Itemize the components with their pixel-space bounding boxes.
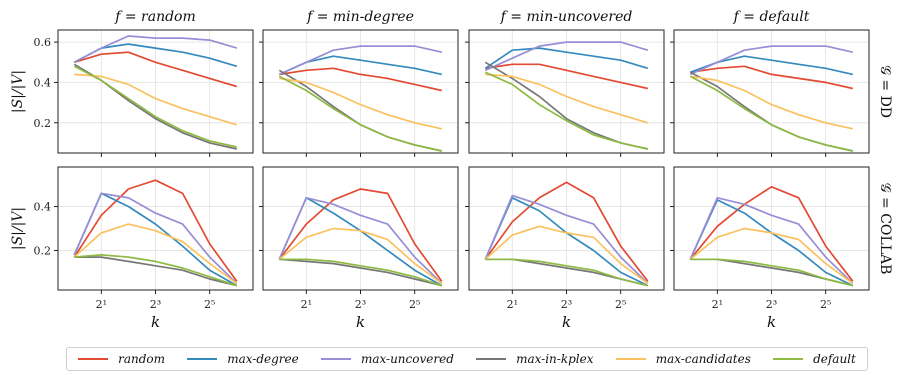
series-line-max-candidates (278, 227, 443, 285)
series-line-random (279, 67, 442, 92)
legend-swatch (476, 358, 507, 360)
legend-label: max-candidates (655, 352, 751, 366)
series-line-max-candidates (74, 73, 238, 126)
series-line-default (689, 75, 853, 152)
row-label: 𝒢 = DD (877, 65, 893, 118)
x-tick-label: 2¹ (301, 298, 312, 311)
column-title: f = default (733, 9, 810, 25)
series-line-random (278, 188, 443, 282)
y-tick-label: 0.4 (34, 201, 52, 214)
panel-0-1: f = min-degree (259, 9, 459, 157)
x-tick-label: 2⁵ (820, 298, 831, 311)
row-label: 𝒢 = COLLAB (877, 183, 893, 275)
legend-swatch (320, 358, 351, 360)
x-axis-label: k (562, 313, 571, 331)
panel-1-3: 2¹ 2³ 2⁵ k (670, 166, 870, 331)
series-line-max-uncovered (689, 196, 854, 285)
legend-item-max-degree: max-degree (187, 352, 299, 366)
series-line-default (279, 258, 443, 287)
series-line-random (689, 185, 854, 282)
x-tick-label: 2¹ (507, 298, 518, 311)
series-line-default (73, 65, 237, 148)
x-axis-label: k (356, 313, 365, 331)
series-line-max-uncovered (484, 41, 649, 72)
series-line-max-uncovered (278, 45, 442, 76)
legend-label: max-in-kplex (516, 352, 594, 366)
series-line-default (485, 258, 649, 287)
panel-0-0: 0.2 0.4 0.6 f = random (34, 9, 254, 157)
x-tick-label: 2³ (561, 298, 572, 311)
column-title: f = random (114, 9, 196, 25)
legend-label: max-uncovered (360, 352, 454, 366)
legend-swatch (78, 358, 109, 360)
y-tick-label: 0.4 (34, 76, 52, 89)
series-line-max-uncovered (484, 194, 649, 285)
series-line-max-candidates (279, 77, 442, 130)
legend-label: default (813, 352, 856, 366)
series-line-random (74, 51, 238, 88)
legend-item-max-candidates: max-candidates (615, 352, 751, 366)
y-tick-label: 0.2 (34, 244, 52, 257)
series-line-max-uncovered (689, 45, 853, 76)
series-line-max-candidates (689, 227, 854, 285)
series-line-max-uncovered (73, 35, 238, 64)
x-tick-label: 2⁵ (615, 298, 626, 311)
series-line-max-uncovered (278, 196, 443, 285)
series-line-random (690, 65, 853, 90)
legend-label: max-degree (227, 352, 299, 366)
series-line-max-candidates (73, 223, 238, 285)
series-line-random (73, 179, 238, 282)
series-line-max-degree (484, 47, 649, 70)
panel-1-2: 2¹ 2³ 2⁵ k (465, 166, 665, 331)
series-line-max-candidates (484, 225, 649, 285)
series-line-max-uncovered (73, 192, 238, 285)
x-tick-label: 2¹ (96, 298, 107, 311)
x-tick-label: 2⁵ (409, 298, 420, 311)
legend-swatch (615, 358, 646, 360)
x-tick-label: 2³ (766, 298, 777, 311)
y-axis-label: |S|/|V| (10, 70, 26, 113)
legend: random max-degree max-uncovered max-in-kple… (66, 347, 868, 371)
x-tick-label: 2³ (355, 298, 366, 311)
series-line-max-candidates (485, 73, 649, 124)
column-title: f = min-uncovered (500, 9, 633, 25)
panel-0-3: f = default (670, 9, 870, 157)
series-line-random (485, 63, 648, 90)
column-title: f = min-degree (306, 9, 414, 25)
series-line-max-in-kplex (74, 256, 238, 287)
legend-item-default: default (773, 352, 856, 366)
y-tick-label: 0.2 (34, 117, 52, 130)
legend-item-random: random (78, 352, 165, 366)
series-line-default (690, 258, 854, 287)
y-tick-label: 0.6 (34, 36, 52, 49)
series-line-default (484, 71, 648, 150)
legend-swatch (773, 358, 804, 360)
panel-1-0: 0.2 0.4 2¹ 2³ 2⁵ k (34, 166, 254, 331)
panel-1-1: 2¹ 2³ 2⁵ k (259, 166, 459, 331)
series-line-max-in-kplex (279, 258, 443, 287)
legend-swatch (187, 358, 218, 360)
series-line-max-candidates (690, 75, 853, 130)
series-line-random (484, 181, 649, 282)
panel-0-2: f = min-uncovered (465, 9, 665, 157)
legend-item-max-uncovered: max-uncovered (320, 352, 454, 366)
x-axis-label: k (767, 313, 776, 331)
x-tick-label: 2⁵ (204, 298, 215, 311)
series-line-default (74, 254, 238, 287)
series-line-default (278, 75, 442, 152)
x-tick-label: 2³ (150, 298, 161, 311)
legend-label: random (118, 352, 165, 366)
x-tick-label: 2¹ (712, 298, 723, 311)
legend-item-max-in-kplex: max-in-kplex (476, 352, 594, 366)
x-axis-label: k (151, 313, 160, 331)
y-axis-label: |S|/|V| (10, 207, 26, 250)
